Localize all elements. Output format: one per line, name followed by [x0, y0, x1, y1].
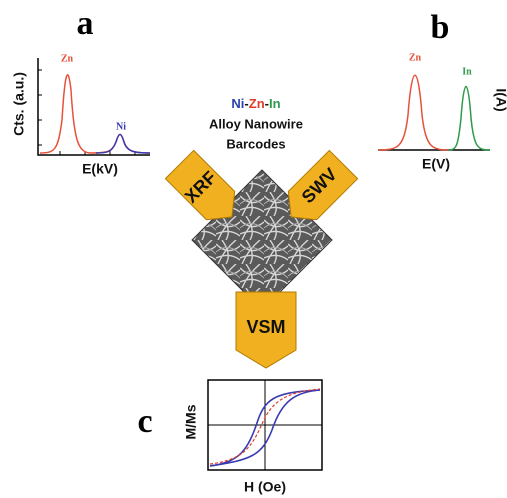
- element: Zn: [249, 96, 265, 111]
- element: In: [269, 96, 281, 111]
- x-axis-label: E(kV): [82, 161, 118, 177]
- element: Ni: [231, 96, 244, 111]
- peak-label: Zn: [409, 52, 422, 63]
- subtitle: Barcodes: [226, 136, 285, 151]
- peak-label: In: [462, 66, 472, 77]
- panel-letter: c: [137, 403, 152, 440]
- page: {"panels": [ {"letter": "a", "y_label": …: [0, 0, 507, 498]
- plot-b: Zn In I(A) E(V): [378, 52, 507, 171]
- peak-label: Zn: [61, 53, 74, 64]
- x-axis-label: H (Oe): [244, 479, 286, 495]
- panel-letter: a: [77, 5, 94, 42]
- peak-label: Ni: [116, 121, 126, 132]
- alloy-title: Ni-Zn-In: [231, 96, 280, 111]
- plot-a: Zn Ni Cts. (a.u.) E(kV): [11, 53, 150, 176]
- panel-letter: b: [431, 9, 450, 46]
- y-axis-label: Cts. (a.u.): [11, 72, 27, 136]
- y-axis-label: I(A): [493, 88, 507, 111]
- plot-c: M/Ms H (Oe): [183, 380, 322, 495]
- method-arrow: VSM: [236, 292, 296, 368]
- x-axis-label: E(V): [422, 156, 450, 172]
- figure: a Zn Ni Cts. (a.u.) E(kV) b Zn In I(A) E…: [0, 0, 507, 498]
- subtitle: Alloy Nanowire: [209, 116, 303, 131]
- y-axis-label: M/Ms: [183, 404, 199, 439]
- method-label: VSM: [246, 317, 285, 337]
